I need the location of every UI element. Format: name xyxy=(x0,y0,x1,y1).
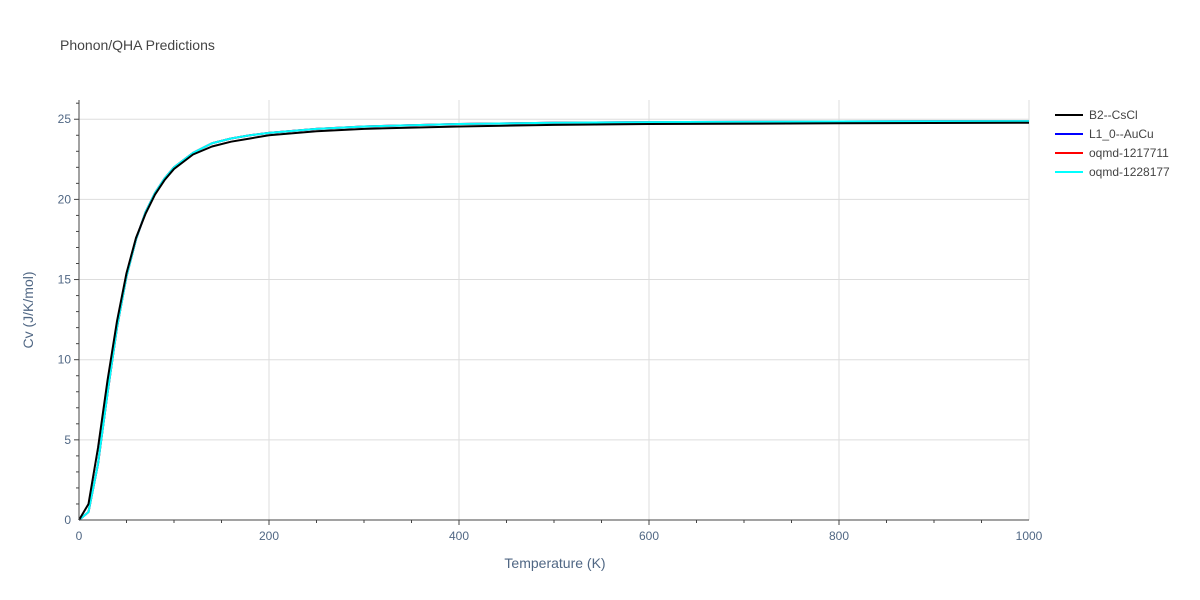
series-line-3 xyxy=(78,120,1030,521)
y-tick-label: 20 xyxy=(58,192,72,206)
x-tick-label: 200 xyxy=(259,529,279,543)
legend-label: oqmd-1228177 xyxy=(1089,165,1170,179)
legend-label: oqmd-1217711 xyxy=(1089,146,1169,160)
legend-item[interactable]: oqmd-1228177 xyxy=(1055,165,1170,179)
y-tick-label: 25 xyxy=(58,112,72,126)
series-line-2 xyxy=(78,120,1030,521)
legend-label: L1_0--AuCu xyxy=(1089,127,1154,141)
y-tick-label: 10 xyxy=(58,353,72,367)
x-tick-label: 0 xyxy=(76,529,83,543)
axes: 0 200 400 600 800 1000 0 5 10 15 20 25 xyxy=(58,100,1043,543)
y-axis-title: Cv (J/K/mol) xyxy=(20,272,36,349)
series-line-1 xyxy=(78,120,1030,521)
y-tick-label: 15 xyxy=(58,273,72,287)
x-tick-label: 800 xyxy=(829,529,849,543)
x-tick-label: 1000 xyxy=(1016,529,1043,543)
series-line-0 xyxy=(78,121,1030,521)
plot-area xyxy=(78,120,1030,521)
grid xyxy=(79,100,1030,520)
legend-item[interactable]: oqmd-1217711 xyxy=(1055,146,1169,160)
x-axis-title: Temperature (K) xyxy=(504,555,605,571)
legend-item[interactable]: B2--CsCl xyxy=(1055,108,1138,122)
y-tick-label: 0 xyxy=(64,513,71,527)
chart-title: Phonon/QHA Predictions xyxy=(60,37,215,53)
x-tick-label: 400 xyxy=(449,529,469,543)
legend-item[interactable]: L1_0--AuCu xyxy=(1055,127,1154,141)
x-tick-label: 600 xyxy=(639,529,659,543)
legend[interactable]: B2--CsCl L1_0--AuCu oqmd-1217711 oqmd-12281… xyxy=(1055,108,1170,179)
y-tick-label: 5 xyxy=(64,433,71,447)
legend-label: B2--CsCl xyxy=(1089,108,1138,122)
